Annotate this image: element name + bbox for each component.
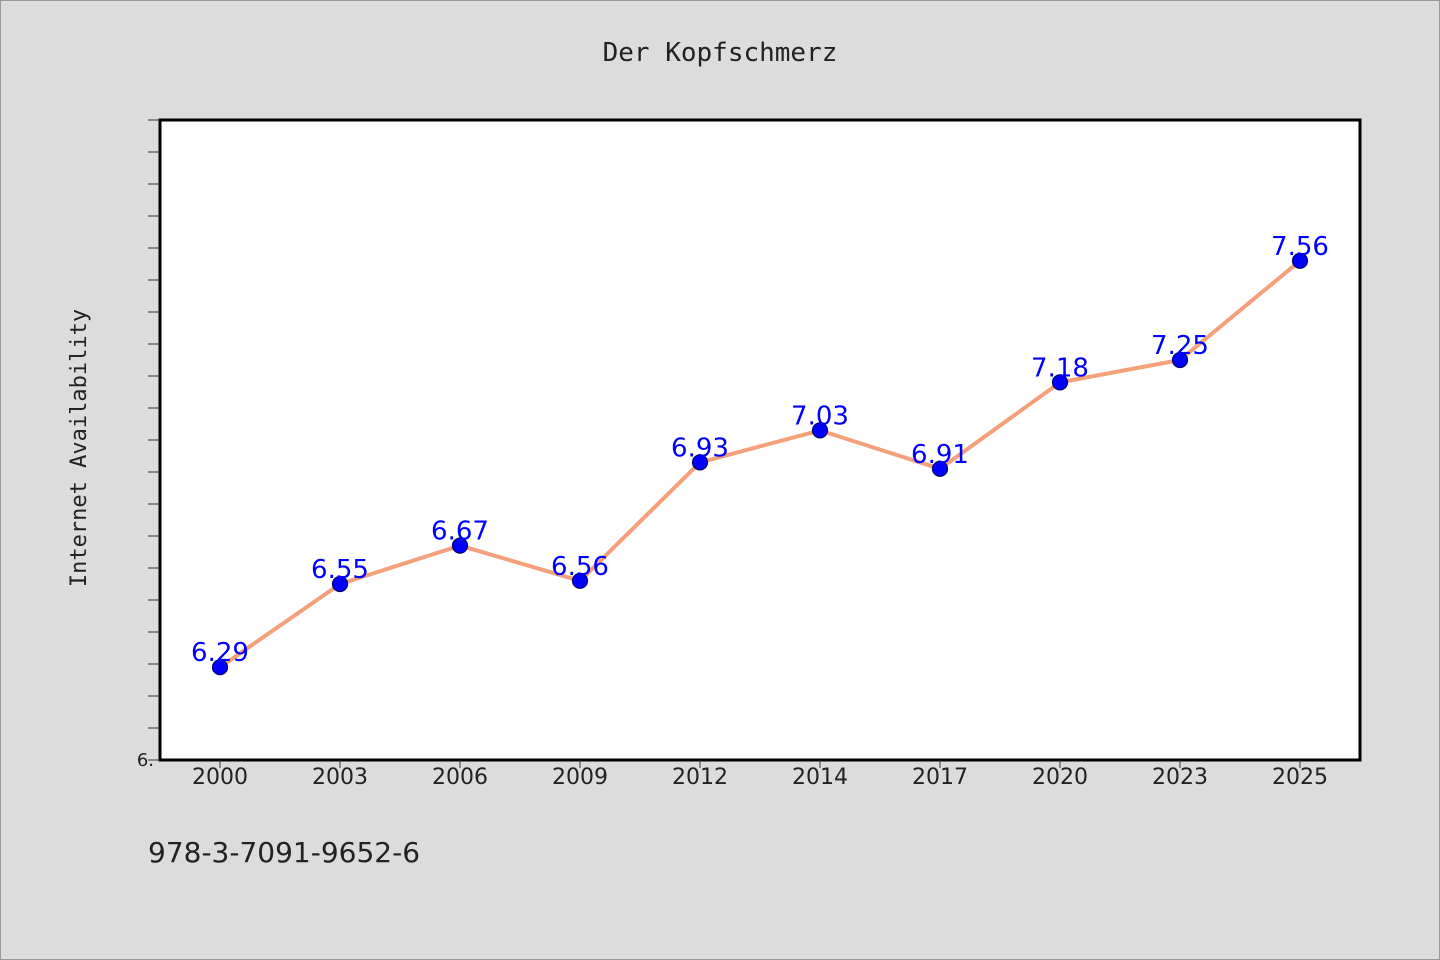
data-label: 7.03 [791,401,849,431]
data-point [331,575,349,593]
x-tick-label: 2006 [432,765,488,790]
data-label: 6.55 [311,555,369,585]
data-point [451,537,469,554]
data-label: 7.18 [1031,353,1089,383]
x-tick-label: 2003 [312,765,368,790]
x-tick-label: 2009 [552,765,608,790]
data-label: 6.56 [551,552,609,582]
series-line-group [218,258,1302,670]
y-axis-label: Internet Availability [67,309,92,587]
x-axis-ticks [219,760,1301,768]
data-point [571,572,589,589]
data-label: 7.25 [1151,331,1209,361]
data-label: 6.91 [911,440,969,470]
x-tick-label: 2017 [912,765,968,790]
chart-title: Der Kopfschmerz [603,38,838,68]
x-tick-label: 2012 [672,765,728,790]
data-label: 6.67 [431,517,489,547]
data-point [811,422,829,439]
data-labels: 6.29 6.55 6.67 6.56 6.93 7.03 6.91 7.18 7.25 7.56 [191,232,1329,668]
data-label: 7.56 [1271,232,1329,262]
x-tick-label: 2000 [192,765,248,790]
series-line [218,258,1302,670]
data-label: 6.93 [671,433,729,463]
data-point [1291,252,1309,269]
data-point [691,454,709,471]
plot-area [158,118,1362,762]
data-point [931,460,949,477]
x-tick-labels: 2000 2003 2006 2009 2012 2014 2017 2020 2023 2025 [192,765,1328,790]
series-markers [211,252,1309,676]
data-label: 6.29 [191,638,249,668]
data-point [1051,374,1069,391]
data-point [211,659,229,676]
x-tick-label: 2014 [792,765,848,790]
y-tick-label: 6. [137,750,154,771]
x-tick-label: 2025 [1272,765,1328,790]
x-tick-label: 2020 [1032,765,1088,790]
y-axis-ticks [148,119,160,761]
x-tick-label: 2023 [1152,765,1208,790]
data-point [1171,351,1189,369]
isbn-text: 978-3-7091-9652-6 [148,836,420,869]
